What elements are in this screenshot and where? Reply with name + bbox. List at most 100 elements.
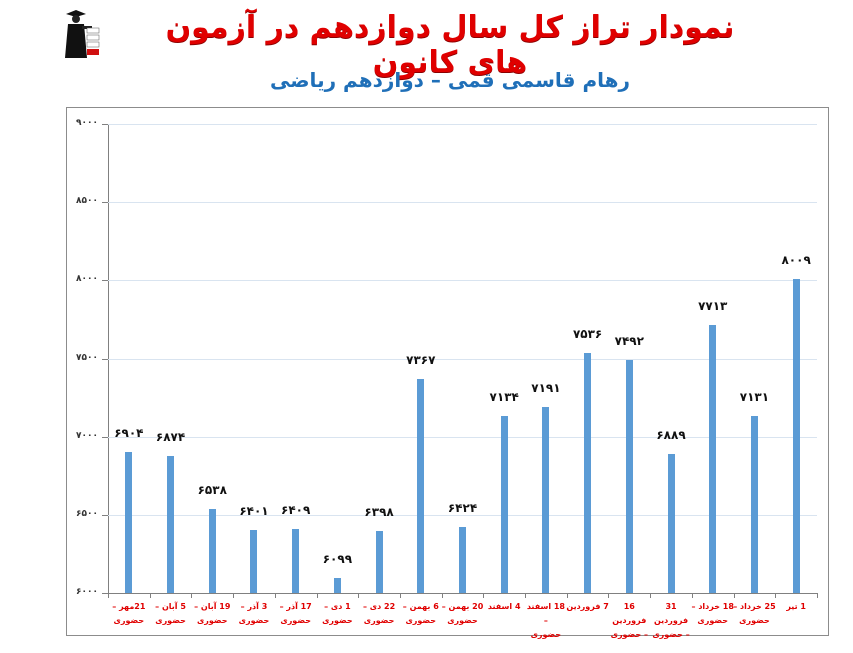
x-tick-mark: [358, 593, 360, 598]
x-label-line2: حضوری: [405, 616, 437, 625]
x-label-line1: 31 فروردین: [653, 602, 689, 625]
bar: [292, 529, 300, 593]
x-tick-mark: [608, 593, 610, 598]
bar-value-label: ۶۵۳۸: [197, 482, 227, 497]
bar-value-label: ۶۰۹۹: [322, 551, 353, 566]
x-tick-mark: [441, 593, 443, 598]
bar-value-label: ۷۱۳۴: [489, 389, 519, 404]
bar: [375, 530, 383, 593]
y-tick-label: ۸۵۰۰: [76, 196, 98, 207]
x-tick-mark: [108, 593, 109, 598]
x-tick-mark: [191, 593, 193, 598]
y-tick-label: ۸۰۰۰: [76, 274, 98, 285]
x-label-line1: 7 فروردین: [566, 602, 609, 611]
x-label-line1: 20 بهمن –: [441, 602, 484, 611]
x-category-label: 22 دی – حضوری: [357, 600, 401, 628]
chart-subtitle: رهام قاسمی قمی – دوازدهم ریاضی: [270, 68, 630, 92]
x-label-line1: 1 تیر: [786, 602, 806, 611]
x-tick-mark: [650, 593, 652, 598]
x-label-line2: – حضوری: [610, 630, 648, 639]
bar-value-label: ۷۴۹۲: [614, 333, 644, 348]
x-category-label: 18 خرداد – حضوری: [691, 600, 735, 628]
x-category-label: 19 آبان – حضوری: [190, 600, 234, 628]
x-category-label: 4 اسفند: [482, 600, 526, 614]
chart-title: نمودار تراز کل سال دوازدهم در آزمون های …: [165, 10, 735, 80]
bar-value-label: ۶۴۲۴: [447, 500, 478, 515]
x-tick-mark: [691, 593, 693, 598]
y-tick-mark: [102, 358, 108, 360]
x-axis: [108, 593, 817, 594]
x-category-label: 25 خرداد – حضوری: [732, 600, 776, 628]
bar: [459, 526, 466, 593]
y-tick-label: ۶۰۰۰: [76, 587, 98, 597]
bar: [208, 508, 216, 593]
bar-value-label: ۶۴۰۹: [281, 503, 311, 518]
x-label-line2: حضوری: [322, 616, 353, 625]
x-category-label: 7 فروردین: [566, 600, 610, 614]
y-tick-mark: [102, 124, 108, 125]
bar-value-label: ۶۴۰۱: [239, 504, 269, 519]
gridline: [108, 124, 817, 125]
bar-value-label: ۶۸۸۹: [656, 428, 686, 443]
x-tick-mark: [399, 593, 401, 598]
x-tick-mark: [525, 593, 527, 598]
x-label-line2: حضوری: [530, 630, 562, 639]
kanoon-logo-icon: [60, 8, 100, 60]
bar-value-label: ۶۹۰۴: [114, 425, 144, 440]
bar-value-label: ۷۳۶۷: [406, 353, 436, 368]
bar-value-label: ۶۳۹۸: [364, 504, 394, 519]
bar: [542, 406, 550, 593]
gridline: [108, 436, 817, 438]
y-tick-mark: [102, 514, 108, 516]
gridline: [108, 358, 817, 360]
bar: [584, 352, 592, 593]
x-label-line1: 25 خرداد –: [733, 602, 776, 611]
bar-value-label: ۷۵۳۶: [572, 326, 603, 341]
x-tick-mark: [775, 593, 777, 598]
x-tick-mark: [483, 593, 485, 598]
x-category-label: 20 بهمن – حضوری: [441, 600, 485, 628]
x-category-label: 21مهر – حضوری: [107, 600, 151, 628]
x-label-line1: 18 اسفند –: [526, 602, 565, 625]
x-label-line1: 22 دی –: [363, 602, 396, 611]
bar: [333, 577, 341, 593]
y-tick-mark: [102, 280, 108, 282]
x-label-line2: حضوری: [155, 616, 186, 625]
y-tick-mark: [102, 436, 108, 438]
x-tick-mark: [274, 593, 276, 598]
bar: [125, 451, 133, 593]
bar: [250, 530, 258, 593]
y-tick-label: ۹۰۰۰: [76, 118, 98, 128]
bar: [625, 359, 633, 593]
x-label-line2: حضوری: [697, 616, 729, 625]
x-label-line1: 21مهر –: [112, 602, 146, 611]
gridline: [108, 202, 817, 204]
bar: [709, 325, 717, 593]
x-category-label: 18 اسفند – حضوری: [524, 600, 568, 642]
x-label-line1: 18 خرداد –: [691, 602, 734, 611]
x-label-line2: حضوری: [363, 616, 395, 625]
x-category-label: 5 آبان – حضوری: [149, 600, 193, 628]
bar-value-label: ۷۱۳۱: [739, 390, 770, 405]
bar: [167, 456, 175, 593]
plot-area: ۶۰۰۰ ۶۵۰۰ ۷۰۰۰ ۷۵۰۰ ۸۰۰۰ ۸۵۰۰ ۹۰۰۰ ۶۹۰۴ 21مهر – ح…: [76, 118, 818, 639]
x-category-label: 1 دی – حضوری: [315, 600, 359, 628]
bar: [500, 415, 508, 593]
bar-value-label: ۶۸۷۴: [155, 430, 186, 445]
x-label-line1: 17 آذر –: [279, 602, 312, 611]
x-category-label: 1 تیر: [774, 600, 818, 614]
x-label-line2: حضوری: [196, 616, 228, 625]
x-category-label: 16 فروردین – حضوری: [607, 600, 651, 642]
bar-value-label: ۷۷۱۳: [698, 299, 728, 314]
x-label-line1: 3 آذر –: [240, 602, 268, 611]
x-label-line1: 16 فروردین: [612, 602, 647, 625]
bar: [792, 278, 800, 593]
x-tick-mark: [149, 593, 151, 598]
x-label-line2: حضوری: [113, 616, 145, 625]
x-tick-mark: [733, 593, 735, 598]
y-tick-label: ۷۵۰۰: [76, 352, 98, 363]
gridline: [108, 280, 817, 282]
x-label-line1: 4 اسفند: [487, 602, 521, 611]
x-label-line2: حضوری: [739, 616, 770, 625]
x-tick-mark: [233, 593, 235, 598]
